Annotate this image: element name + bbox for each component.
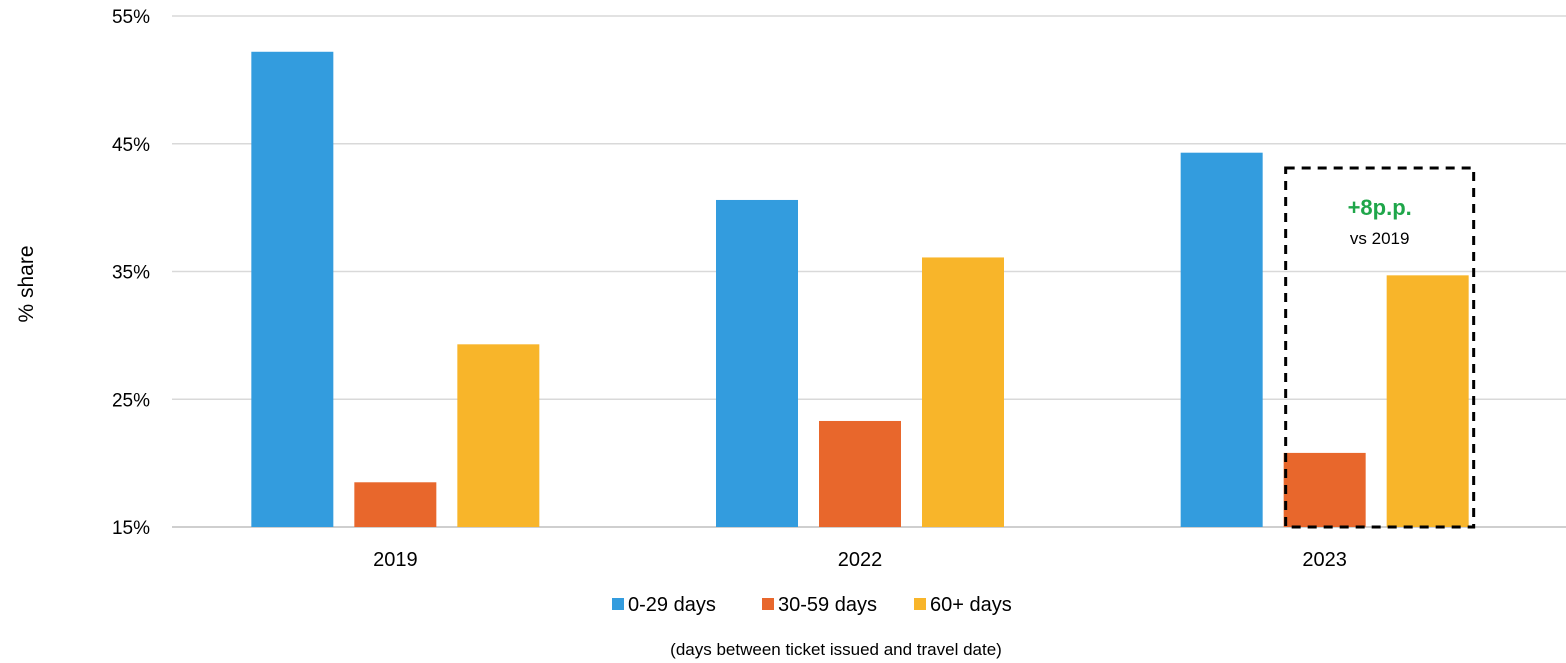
bar	[354, 482, 437, 527]
x-tick-label: 2023	[1302, 549, 1347, 571]
bar	[1283, 452, 1366, 527]
bar	[716, 199, 798, 527]
annotation-box: +8p.p. vs 2019	[1284, 166, 1476, 529]
bar	[1180, 152, 1263, 527]
y-tick-label: 35%	[112, 263, 150, 284]
legend-swatch	[762, 598, 774, 610]
bar	[922, 257, 1004, 527]
bar	[457, 344, 540, 527]
y-axis-label: % share	[15, 245, 38, 322]
legend: 0-29 days 30-59 days 60+ days	[612, 594, 1012, 616]
x-tick-label: 2019	[373, 549, 418, 571]
annotation-subtext: vs 2019	[1350, 229, 1410, 248]
legend-label: 0-29 days	[628, 594, 716, 616]
x-tick-label: 2022	[838, 549, 883, 571]
y-tick-label: 55%	[112, 7, 150, 28]
y-axis-ticks: 15% 25% 35% 45% 55%	[112, 7, 150, 539]
legend-swatch	[914, 598, 926, 610]
bars	[251, 51, 1469, 528]
y-tick-label: 15%	[112, 518, 150, 539]
y-tick-label: 25%	[112, 390, 150, 411]
bar	[819, 420, 901, 527]
footnote: (days between ticket issued and travel d…	[670, 640, 1002, 659]
annotation-headline: +8p.p.	[1348, 195, 1412, 220]
bar	[1386, 275, 1469, 527]
legend-label: 60+ days	[930, 594, 1012, 616]
annotation-dashed-box	[1284, 166, 1476, 529]
legend-label: 30-59 days	[778, 594, 877, 616]
legend-swatch	[612, 598, 624, 610]
bar	[251, 51, 334, 528]
x-axis-ticks: 2019 2022 2023	[373, 549, 1347, 571]
y-tick-label: 45%	[112, 135, 150, 156]
